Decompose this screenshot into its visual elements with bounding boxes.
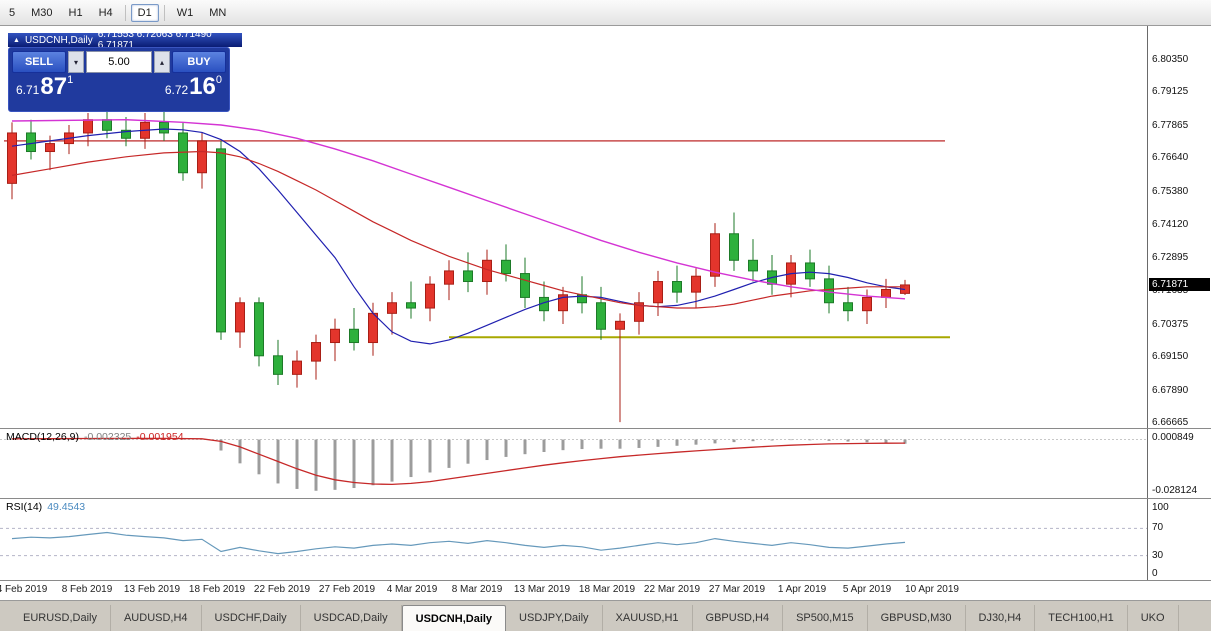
- date-label: 18 Mar 2019: [578, 584, 636, 595]
- date-label: 8 Feb 2019: [61, 584, 113, 595]
- sell-price-display: 6.71 87 1: [16, 73, 74, 100]
- price-scale-label: 6.72895: [1152, 251, 1189, 263]
- date-label: 13 Mar 2019: [513, 584, 571, 595]
- chart-tab-usdcad-daily[interactable]: USDCAD,Daily: [301, 605, 402, 631]
- date-label: 8 Mar 2019: [451, 584, 503, 595]
- timeframe-button-m30[interactable]: M30: [31, 6, 53, 19]
- price-scale-label: 6.80350: [1152, 54, 1189, 65]
- price-scale-label: 6.75380: [1152, 185, 1189, 197]
- price-scale-label: 6.74120: [1152, 219, 1189, 231]
- rsi-scale-label: 70: [1152, 522, 1164, 534]
- volume-increase-button[interactable]: ▴: [154, 51, 170, 73]
- macd-histogram: [10, 437, 907, 491]
- timeframe-button-d1[interactable]: D1: [130, 3, 159, 22]
- date-label: 5 Apr 2019: [842, 584, 892, 595]
- timeframe-toolbar: 5 M30 H1 H4 D1 W1 MN: [0, 0, 1211, 26]
- chart-tab-usdjpy-daily[interactable]: USDJPY,Daily: [506, 605, 603, 631]
- date-label: 10 Apr 2019: [905, 584, 959, 595]
- date-label: 22 Mar 2019: [643, 584, 701, 595]
- price-scale-label: 6.77865: [1152, 119, 1189, 131]
- chart-symbol-label: USDCNH,Daily: [24, 34, 93, 46]
- price-scale-label: 6.67890: [1152, 384, 1189, 396]
- volume-decrease-button[interactable]: ▾: [68, 51, 84, 73]
- ma_fast-line: [11, 128, 906, 345]
- rsi-indicator-panel[interactable]: RSI(14) 49.4543 100 70 30 0: [0, 498, 1211, 580]
- chart-tab-gbpusd-m30[interactable]: GBPUSD,M30: [868, 605, 966, 631]
- date-label: 1 Apr 2019: [777, 584, 827, 595]
- chart-tab-usdchf-daily[interactable]: USDCHF,Daily: [202, 605, 301, 631]
- macd-chart-svg: [0, 437, 1148, 491]
- rsi-chart-svg: [0, 527, 1148, 557]
- ma_mid-line: [11, 150, 905, 309]
- timeframe-button-w1[interactable]: W1: [176, 6, 194, 19]
- rsi-scale-label: 30: [1152, 549, 1164, 561]
- price-scale-label: 6.76640: [1152, 152, 1189, 164]
- sell-button[interactable]: SELL: [12, 51, 66, 73]
- rsi-line: [11, 531, 906, 555]
- collapse-icon[interactable]: ▲: [13, 36, 20, 44]
- macd-scale-axis[interactable]: 0.000849 -0.028124: [1147, 429, 1211, 498]
- macd-signal-line: [11, 437, 906, 486]
- macd-scale-label: 0.000849: [1152, 432, 1194, 443]
- rsi-scale-label: 100: [1152, 502, 1169, 513]
- price-scale-label: 6.79125: [1152, 86, 1189, 98]
- chart-tab-eurusd-daily[interactable]: EURUSD,Daily: [10, 605, 111, 631]
- date-label: 4 Mar 2019: [386, 584, 438, 595]
- current-price-badge: 6.71871: [1149, 277, 1210, 291]
- chart-tab-tech100-h1[interactable]: TECH100,H1: [1035, 605, 1128, 631]
- date-label: 27 Feb 2019: [318, 584, 376, 595]
- price-chart-panel[interactable]: ▲ USDCNH,Daily 6.71553 6.72063 6.71490 6…: [0, 26, 1211, 428]
- price-scale-label: 6.69150: [1152, 351, 1189, 363]
- date-label: 13 Feb 2019: [123, 584, 181, 595]
- macd-scale-label: -0.028124: [1152, 484, 1198, 496]
- chart-ohlc-values: 6.71553 6.72063 6.71490 6.71871: [97, 29, 212, 51]
- rsi-scale-axis[interactable]: 100 70 30 0: [1147, 499, 1211, 580]
- date-label: 18 Feb 2019: [188, 584, 246, 595]
- time-axis[interactable]: 4 Feb 2019 8 Feb 2019 13 Feb 2019 18 Feb 20…: [0, 580, 1211, 600]
- timeframe-button-h4[interactable]: H4: [98, 6, 113, 19]
- toolbar-separator: [163, 4, 165, 21]
- macd-label: MACD(12,26,9) -0.002325 -0.001954: [6, 431, 184, 443]
- date-label: 27 Mar 2019: [708, 584, 766, 595]
- timeframe-button-mn[interactable]: MN: [209, 6, 227, 19]
- macd-indicator-panel[interactable]: MACD(12,26,9) -0.002325 -0.001954 0.000849…: [0, 428, 1211, 498]
- buy-button[interactable]: BUY: [172, 51, 226, 73]
- chart-tab-sp500-m15[interactable]: SP500,M15: [783, 605, 868, 631]
- chart-tab-bar: EURUSD,Daily AUDUSD,H4 USDCHF,Daily USDCAD,…: [0, 600, 1211, 631]
- volume-input[interactable]: 5.00: [86, 51, 152, 73]
- rsi-scale-label: 0: [1152, 568, 1158, 579]
- chart-tab-uko[interactable]: UKO: [1128, 605, 1179, 631]
- buy-price-display: 6.72 16 0: [164, 73, 222, 100]
- timeframe-button-5[interactable]: 5: [9, 6, 16, 19]
- chart-tab-gbpusd-h4[interactable]: GBPUSD,H4: [693, 605, 784, 631]
- toolbar-separator: [124, 4, 126, 21]
- chart-tab-dj30-h4[interactable]: DJ30,H4: [966, 605, 1036, 631]
- date-label: 22 Feb 2019: [253, 584, 311, 595]
- chart-tab-xauusd-h1[interactable]: XAUUSD,H1: [603, 605, 693, 631]
- price-chart-svg: [4, 110, 950, 423]
- price-scale-label: 6.66665: [1152, 417, 1189, 429]
- rsi-label: RSI(14) 49.4543: [6, 501, 86, 513]
- one-click-trade-widget: SELL ▾ 5.00 ▴ BUY 6.71 87 1 6.72 16 0: [8, 47, 230, 112]
- candles: [7, 110, 910, 423]
- chart-title-bar[interactable]: ▲ USDCNH,Daily 6.71553 6.72063 6.71490 6…: [8, 29, 242, 51]
- price-scale-axis[interactable]: 6.80350 6.79125 6.77865 6.76640 6.75380 6.741…: [1147, 26, 1211, 428]
- chart-tab-usdcnh-daily[interactable]: USDCNH,Daily: [401, 605, 507, 631]
- price-scale-label: 6.70375: [1152, 318, 1189, 330]
- chart-tab-audusd-h4[interactable]: AUDUSD,H4: [111, 605, 202, 631]
- ma_slow-line: [11, 118, 906, 300]
- date-label: 4 Feb 2019: [0, 584, 48, 595]
- timeframe-button-h1[interactable]: H1: [68, 6, 83, 19]
